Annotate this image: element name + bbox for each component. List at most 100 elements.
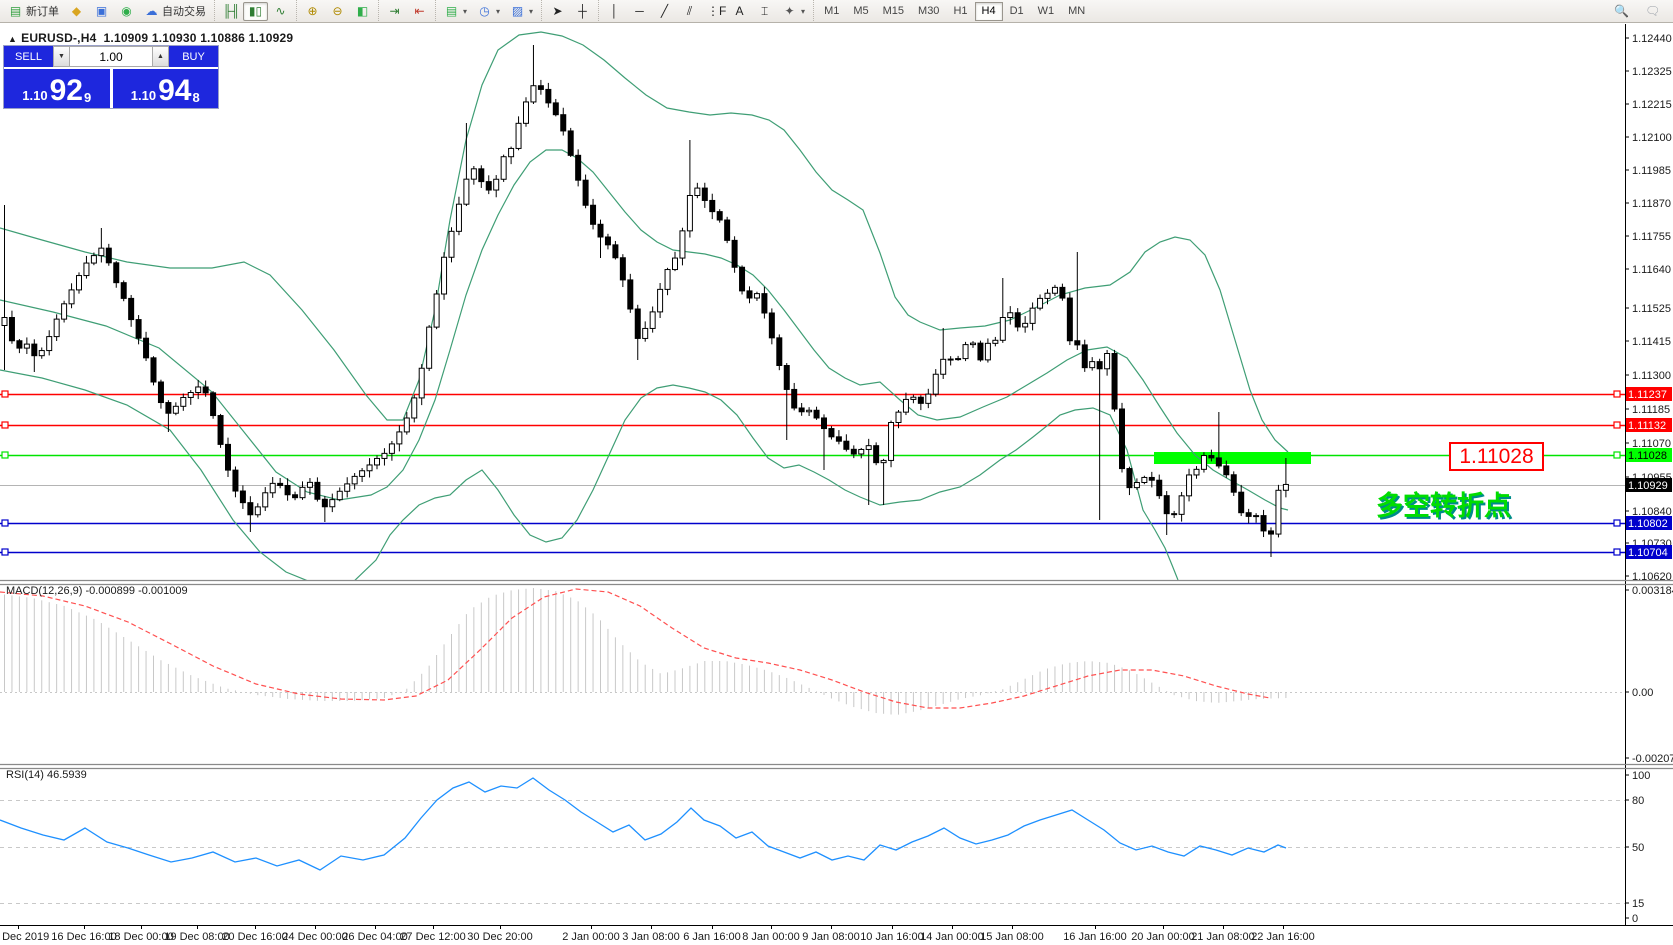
- auto-scroll-icon: ⇥: [389, 3, 400, 18]
- svg-text:10 Jan 16:00: 10 Jan 16:00: [860, 931, 924, 943]
- svg-text:1.12215: 1.12215: [1632, 99, 1672, 111]
- toolbar-group-pointer: ➤ ┼: [541, 0, 598, 23]
- timeframe-button-d1[interactable]: D1: [1009, 5, 1024, 17]
- indicators-button[interactable]: ▤ ▾: [439, 2, 472, 21]
- timeframe-button-h4[interactable]: H4: [974, 1, 1003, 21]
- sell-price-prefix: 1.10: [22, 88, 48, 103]
- chevron-down-icon[interactable]: ▾: [529, 6, 534, 16]
- svg-text:9 Jan 08:00: 9 Jan 08:00: [802, 931, 860, 943]
- svg-text:1.10620: 1.10620: [1632, 571, 1672, 583]
- line-handle[interactable]: [1613, 421, 1621, 429]
- volume-down-button[interactable]: ▼: [53, 46, 70, 67]
- rsi-pane[interactable]: [0, 777, 1625, 904]
- macd-pane[interactable]: [0, 588, 1625, 715]
- shapes-button[interactable]: ✦ ▾: [777, 2, 810, 21]
- zoom-out-button[interactable]: ⊖: [325, 2, 350, 21]
- bar-chart-icon: ╟╢: [223, 3, 241, 18]
- chevron-down-icon[interactable]: ▾: [463, 6, 468, 16]
- main-pane[interactable]: [0, 31, 1625, 585]
- chart-close: 1.10929: [248, 31, 294, 45]
- line-handle[interactable]: [1613, 519, 1621, 527]
- bar-chart-button[interactable]: ╟╢: [218, 2, 243, 21]
- timeframe-button-m30[interactable]: M30: [918, 5, 940, 17]
- chevron-down-icon[interactable]: ▾: [801, 6, 806, 16]
- buy-button[interactable]: BUY: [169, 46, 218, 67]
- price-axis[interactable]: 1.12440 1.12325 1.12215 1.12100 1.11985 1.118…: [1625, 33, 1673, 925]
- svg-text:3 Jan 08:00: 3 Jan 08:00: [622, 931, 680, 943]
- line-handle[interactable]: [1, 519, 9, 527]
- sell-button[interactable]: SELL: [4, 46, 53, 67]
- templates-button[interactable]: ▨ ▾: [505, 2, 538, 21]
- line-chart-button[interactable]: ∿: [268, 2, 293, 21]
- periods-button[interactable]: ◷ ▾: [472, 2, 505, 21]
- buy-price-sup: 8: [192, 90, 200, 105]
- timeframe-button-m1[interactable]: M1: [824, 5, 840, 17]
- candlestick-button[interactable]: ▮▯: [243, 1, 268, 21]
- trendline-button[interactable]: ╱: [652, 2, 677, 21]
- volume-up-button[interactable]: ▲: [152, 46, 169, 67]
- line-handle[interactable]: [1613, 548, 1621, 556]
- auto-scroll-button[interactable]: ⇥: [382, 2, 407, 21]
- line-handle[interactable]: [1, 451, 9, 459]
- autotrading-button[interactable]: ☁ 自动交易: [139, 2, 211, 21]
- svg-text:1.11070: 1.11070: [1632, 438, 1671, 450]
- trendline-icon: ╱: [660, 3, 669, 18]
- chinese-annotation[interactable]: 多空转折点: [1376, 491, 1511, 521]
- toolbar-group-zoom: ⊕ ⊖ ◧: [296, 0, 378, 23]
- line-handle[interactable]: [1, 548, 9, 556]
- cursor-button[interactable]: ➤: [545, 2, 570, 21]
- chat-button[interactable]: 🗨: [1640, 2, 1665, 21]
- svg-text:100: 100: [1632, 770, 1650, 782]
- svg-text:22 Jan 16:00: 22 Jan 16:00: [1251, 931, 1315, 943]
- buy-price-panel[interactable]: 1.10 94 8: [112, 69, 218, 108]
- line-handle[interactable]: [1613, 390, 1621, 398]
- channel-button[interactable]: ⫽: [677, 2, 702, 21]
- svg-text:20 Dec 16:00: 20 Dec 16:00: [222, 931, 287, 943]
- tile-windows-button[interactable]: ◧: [350, 2, 375, 21]
- price-badge: [1626, 516, 1672, 530]
- zoom-in-button[interactable]: ⊕: [300, 2, 325, 21]
- autotrading-button-label: 自动交易: [162, 6, 206, 18]
- equidistant-channel-icon: ⫽: [686, 3, 693, 18]
- candlestick-icon: ▮▯: [248, 3, 263, 18]
- chevron-down-icon[interactable]: ▾: [496, 6, 501, 16]
- horizontal-line-icon: ─: [635, 3, 644, 18]
- new-order-button[interactable]: ▤ 新订单: [3, 2, 64, 21]
- green-highlight-box[interactable]: [1154, 452, 1311, 464]
- sell-price-big: 92: [49, 74, 83, 107]
- timeframe-button-m15[interactable]: M15: [882, 5, 905, 17]
- timeframe-button-mn[interactable]: MN: [1068, 5, 1086, 17]
- line-handle[interactable]: [1, 390, 9, 398]
- sell-price-panel[interactable]: 1.10 92 9: [4, 69, 110, 108]
- timeframe-button-h1[interactable]: H1: [953, 5, 968, 17]
- hline-button[interactable]: ─: [627, 2, 652, 21]
- chart-shift-button[interactable]: ⇤: [407, 2, 432, 21]
- data-window-button[interactable]: ▣: [89, 2, 114, 21]
- timeframe-button-m5[interactable]: M5: [853, 5, 869, 17]
- vline-button[interactable]: │: [602, 2, 627, 21]
- market-watch-button[interactable]: ◆: [64, 2, 89, 21]
- quote-price-row: 1.10 92 9 1.10 94 8: [4, 67, 218, 108]
- fibonacci-button[interactable]: ⋮F: [702, 2, 727, 21]
- crosshair-button[interactable]: ┼: [570, 2, 595, 21]
- svg-text:1.11870: 1.11870: [1632, 198, 1671, 210]
- label-button[interactable]: ⌶: [752, 2, 777, 21]
- price-callout-box[interactable]: 1.11028: [1449, 442, 1544, 471]
- svg-text:1.11237: 1.11237: [1628, 389, 1667, 401]
- chevron-up-icon: ▲: [8, 34, 18, 44]
- text-button[interactable]: A: [727, 2, 752, 21]
- signals-button[interactable]: ◉: [114, 2, 139, 21]
- timeframe-button-w1[interactable]: W1: [1037, 5, 1055, 17]
- svg-text:1.12440: 1.12440: [1632, 33, 1672, 45]
- price-badge: [1626, 418, 1672, 432]
- volume-input[interactable]: [70, 46, 152, 67]
- svg-text:1.10929: 1.10929: [1628, 480, 1668, 492]
- price-badge: [1626, 545, 1672, 559]
- line-handle[interactable]: [1, 421, 9, 429]
- search-button[interactable]: 🔍: [1609, 2, 1634, 21]
- line-handle[interactable]: [1613, 451, 1621, 459]
- vertical-line-icon: │: [610, 3, 619, 18]
- monitor-icon: ▣: [95, 3, 108, 18]
